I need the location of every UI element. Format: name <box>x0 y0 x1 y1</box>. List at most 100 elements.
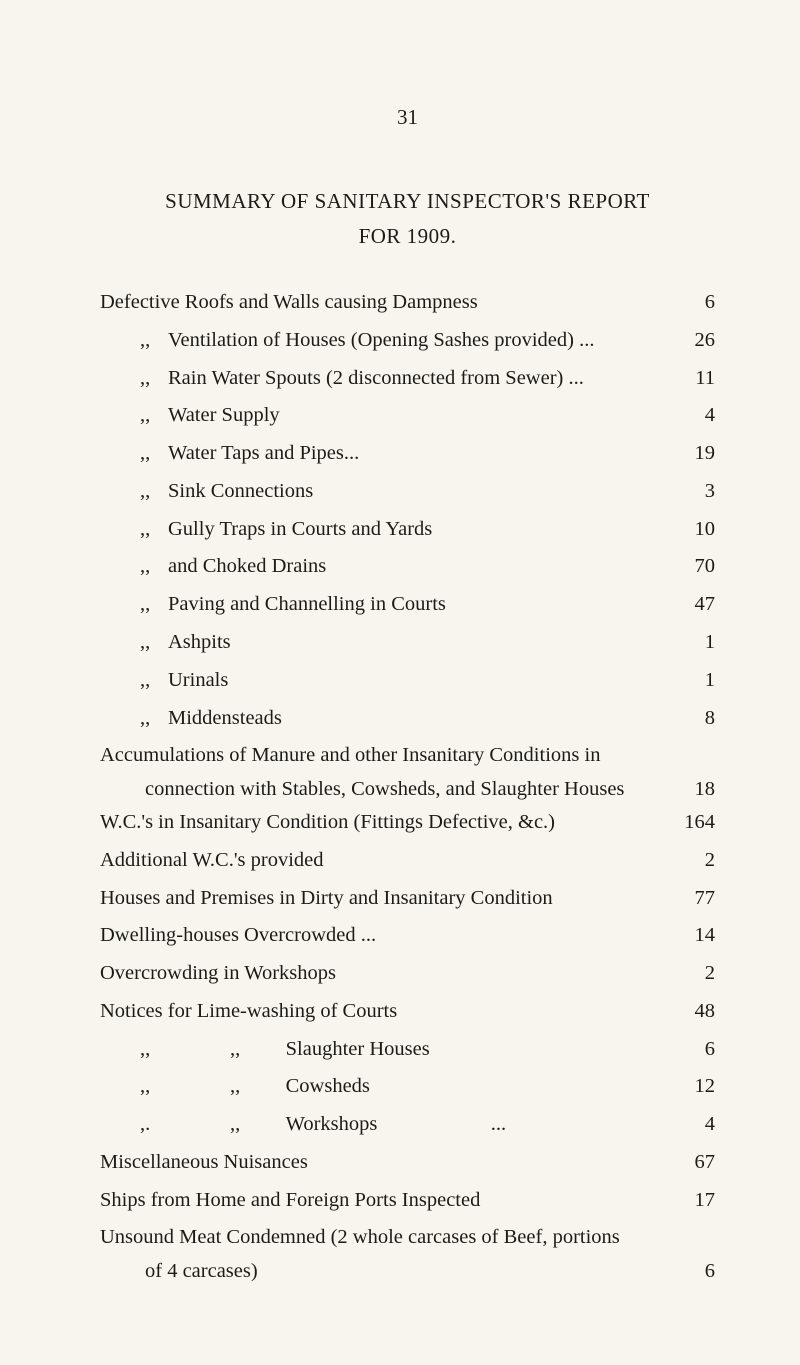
ditto-mark: ,, <box>140 551 168 583</box>
row-label: Notices for Lime-washing of Courts <box>100 996 670 1028</box>
accumulations-line2: connection with Stables, Cowsheds, and S… <box>100 778 695 801</box>
row-label: Ships from Home and Foreign Ports Inspec… <box>100 1185 670 1217</box>
ditto-mark: ,, <box>140 476 168 508</box>
table-row: ,,Ventilation of Houses (Opening Sashes … <box>100 325 715 357</box>
row-label: ,,and Choked Drains <box>100 551 670 583</box>
row-value: 1 <box>670 665 715 697</box>
row-label: Overcrowding in Workshops <box>100 958 670 990</box>
title-line-2: FOR 1909. <box>100 220 715 253</box>
table-row: ,,and Choked Drains 70 <box>100 551 715 583</box>
table-row: Notices for Lime-washing of Courts 48 <box>100 996 715 1028</box>
table-row: Defective Roofs and Walls causing Dampne… <box>100 287 715 319</box>
table-row: ,. ,, Workshops ... 4 <box>100 1109 715 1141</box>
row-value: 47 <box>670 589 715 621</box>
row-label: ,,Paving and Channelling in Courts <box>100 589 670 621</box>
table-row: W.C.'s in Insanitary Condition (Fittings… <box>100 807 715 839</box>
row-label: ,, ,, Cowsheds <box>100 1071 670 1103</box>
table-row: ,,Middensteads 8 <box>100 703 715 735</box>
row-label: ,,Urinals <box>100 665 670 697</box>
row-value: 6 <box>670 287 715 319</box>
table-row: ,,Sink Connections 3 <box>100 476 715 508</box>
row-value: 2 <box>670 845 715 877</box>
row-value: 4 <box>670 400 715 432</box>
ditto-mark: ,, <box>140 514 168 546</box>
table-row: connection with Stables, Cowsheds, and S… <box>100 778 715 801</box>
ditto-mark: ,, <box>205 1071 265 1103</box>
table-row: ,,Paving and Channelling in Courts 47 <box>100 589 715 621</box>
row-value: 6 <box>670 1034 715 1066</box>
table-row: Houses and Premises in Dirty and Insanit… <box>100 883 715 915</box>
row-value: 26 <box>670 325 715 357</box>
ditto-mark: ,, <box>205 1109 265 1141</box>
row-label: Dwelling-houses Overcrowded ... <box>100 920 670 952</box>
ditto-mark: ,, <box>140 325 168 357</box>
meat-line1: Unsound Meat Condemned (2 whole carcases… <box>100 1222 715 1254</box>
table-row: ,, ,, Slaughter Houses 6 <box>100 1034 715 1066</box>
row-label: Miscellaneous Nuisances <box>100 1147 670 1179</box>
row-value: 19 <box>670 438 715 470</box>
row-value: 1 <box>670 627 715 659</box>
table-row: ,, ,, Cowsheds 12 <box>100 1071 715 1103</box>
ditto-mark: ,, <box>140 400 168 432</box>
table-row: Overcrowding in Workshops 2 <box>100 958 715 990</box>
row-label: ,,Sink Connections <box>100 476 670 508</box>
table-row: Dwelling-houses Overcrowded ... 14 <box>100 920 715 952</box>
table-row: Additional W.C.'s provided 2 <box>100 845 715 877</box>
ditto-mark: ,, <box>140 1071 200 1103</box>
row-label: ,,Ashpits <box>100 627 670 659</box>
row-value: 164 <box>670 807 715 839</box>
page: 31 SUMMARY OF SANITARY INSPECTOR'S REPOR… <box>0 0 800 1365</box>
ditto-mark: ,, <box>140 363 168 395</box>
table-row: ,,Water Taps and Pipes... 19 <box>100 438 715 470</box>
row-value: 17 <box>670 1185 715 1217</box>
table-row: ,,Rain Water Spouts (2 disconnected from… <box>100 363 715 395</box>
row-label: ,, ,, Slaughter Houses <box>100 1034 670 1066</box>
ditto-mark: ,. <box>140 1109 200 1141</box>
row-value: 2 <box>670 958 715 990</box>
row-value: 4 <box>670 1109 715 1141</box>
table-row: ,,Urinals 1 <box>100 665 715 697</box>
row-value: 12 <box>670 1071 715 1103</box>
row-value: 70 <box>670 551 715 583</box>
page-number: 31 <box>100 105 715 130</box>
row-value: 3 <box>670 476 715 508</box>
accumulations-line1: Accumulations of Manure and other Insani… <box>100 740 715 772</box>
row-label: W.C.'s in Insanitary Condition (Fittings… <box>100 807 670 839</box>
ditto-mark: ,, <box>140 665 168 697</box>
row-value: 10 <box>670 514 715 546</box>
row-label: ,,Middensteads <box>100 703 670 735</box>
table-row: Miscellaneous Nuisances 67 <box>100 1147 715 1179</box>
row-label: ,,Water Taps and Pipes... <box>100 438 670 470</box>
ditto-mark: ,, <box>140 627 168 659</box>
report-body: Defective Roofs and Walls causing Dampne… <box>100 287 715 1283</box>
ditto-mark: ,, <box>140 703 168 735</box>
row-value: 77 <box>670 883 715 915</box>
row-label: ,,Rain Water Spouts (2 disconnected from… <box>100 363 670 395</box>
table-row: ,,Gully Traps in Courts and Yards 10 <box>100 514 715 546</box>
ditto-mark: ,, <box>205 1034 265 1066</box>
title-line-1: SUMMARY OF SANITARY INSPECTOR'S REPORT <box>165 189 650 213</box>
ditto-mark: ,, <box>140 1034 200 1066</box>
row-value: 67 <box>670 1147 715 1179</box>
report-title: SUMMARY OF SANITARY INSPECTOR'S REPORT F… <box>100 185 715 252</box>
row-label: Houses and Premises in Dirty and Insanit… <box>100 883 670 915</box>
table-row: Ships from Home and Foreign Ports Inspec… <box>100 1185 715 1217</box>
row-value: 8 <box>670 703 715 735</box>
row-label: ,,Water Supply <box>100 400 670 432</box>
row-value: 6 <box>705 1260 715 1283</box>
row-label: ,. ,, Workshops ... <box>100 1109 670 1141</box>
row-label: Additional W.C.'s provided <box>100 845 670 877</box>
table-row: of 4 carcases) 6 <box>100 1260 715 1283</box>
row-value: 18 <box>695 778 716 801</box>
row-label: ,,Ventilation of Houses (Opening Sashes … <box>100 325 670 357</box>
row-label: ,,Gully Traps in Courts and Yards <box>100 514 670 546</box>
row-label: Defective Roofs and Walls causing Dampne… <box>100 287 670 319</box>
row-value: 14 <box>670 920 715 952</box>
table-row: ,,Water Supply 4 <box>100 400 715 432</box>
row-value: 11 <box>670 363 715 395</box>
ditto-mark: ,, <box>140 589 168 621</box>
meat-line2: of 4 carcases) <box>100 1260 705 1283</box>
row-value: 48 <box>670 996 715 1028</box>
ditto-mark: ,, <box>140 438 168 470</box>
table-row: ,,Ashpits 1 <box>100 627 715 659</box>
